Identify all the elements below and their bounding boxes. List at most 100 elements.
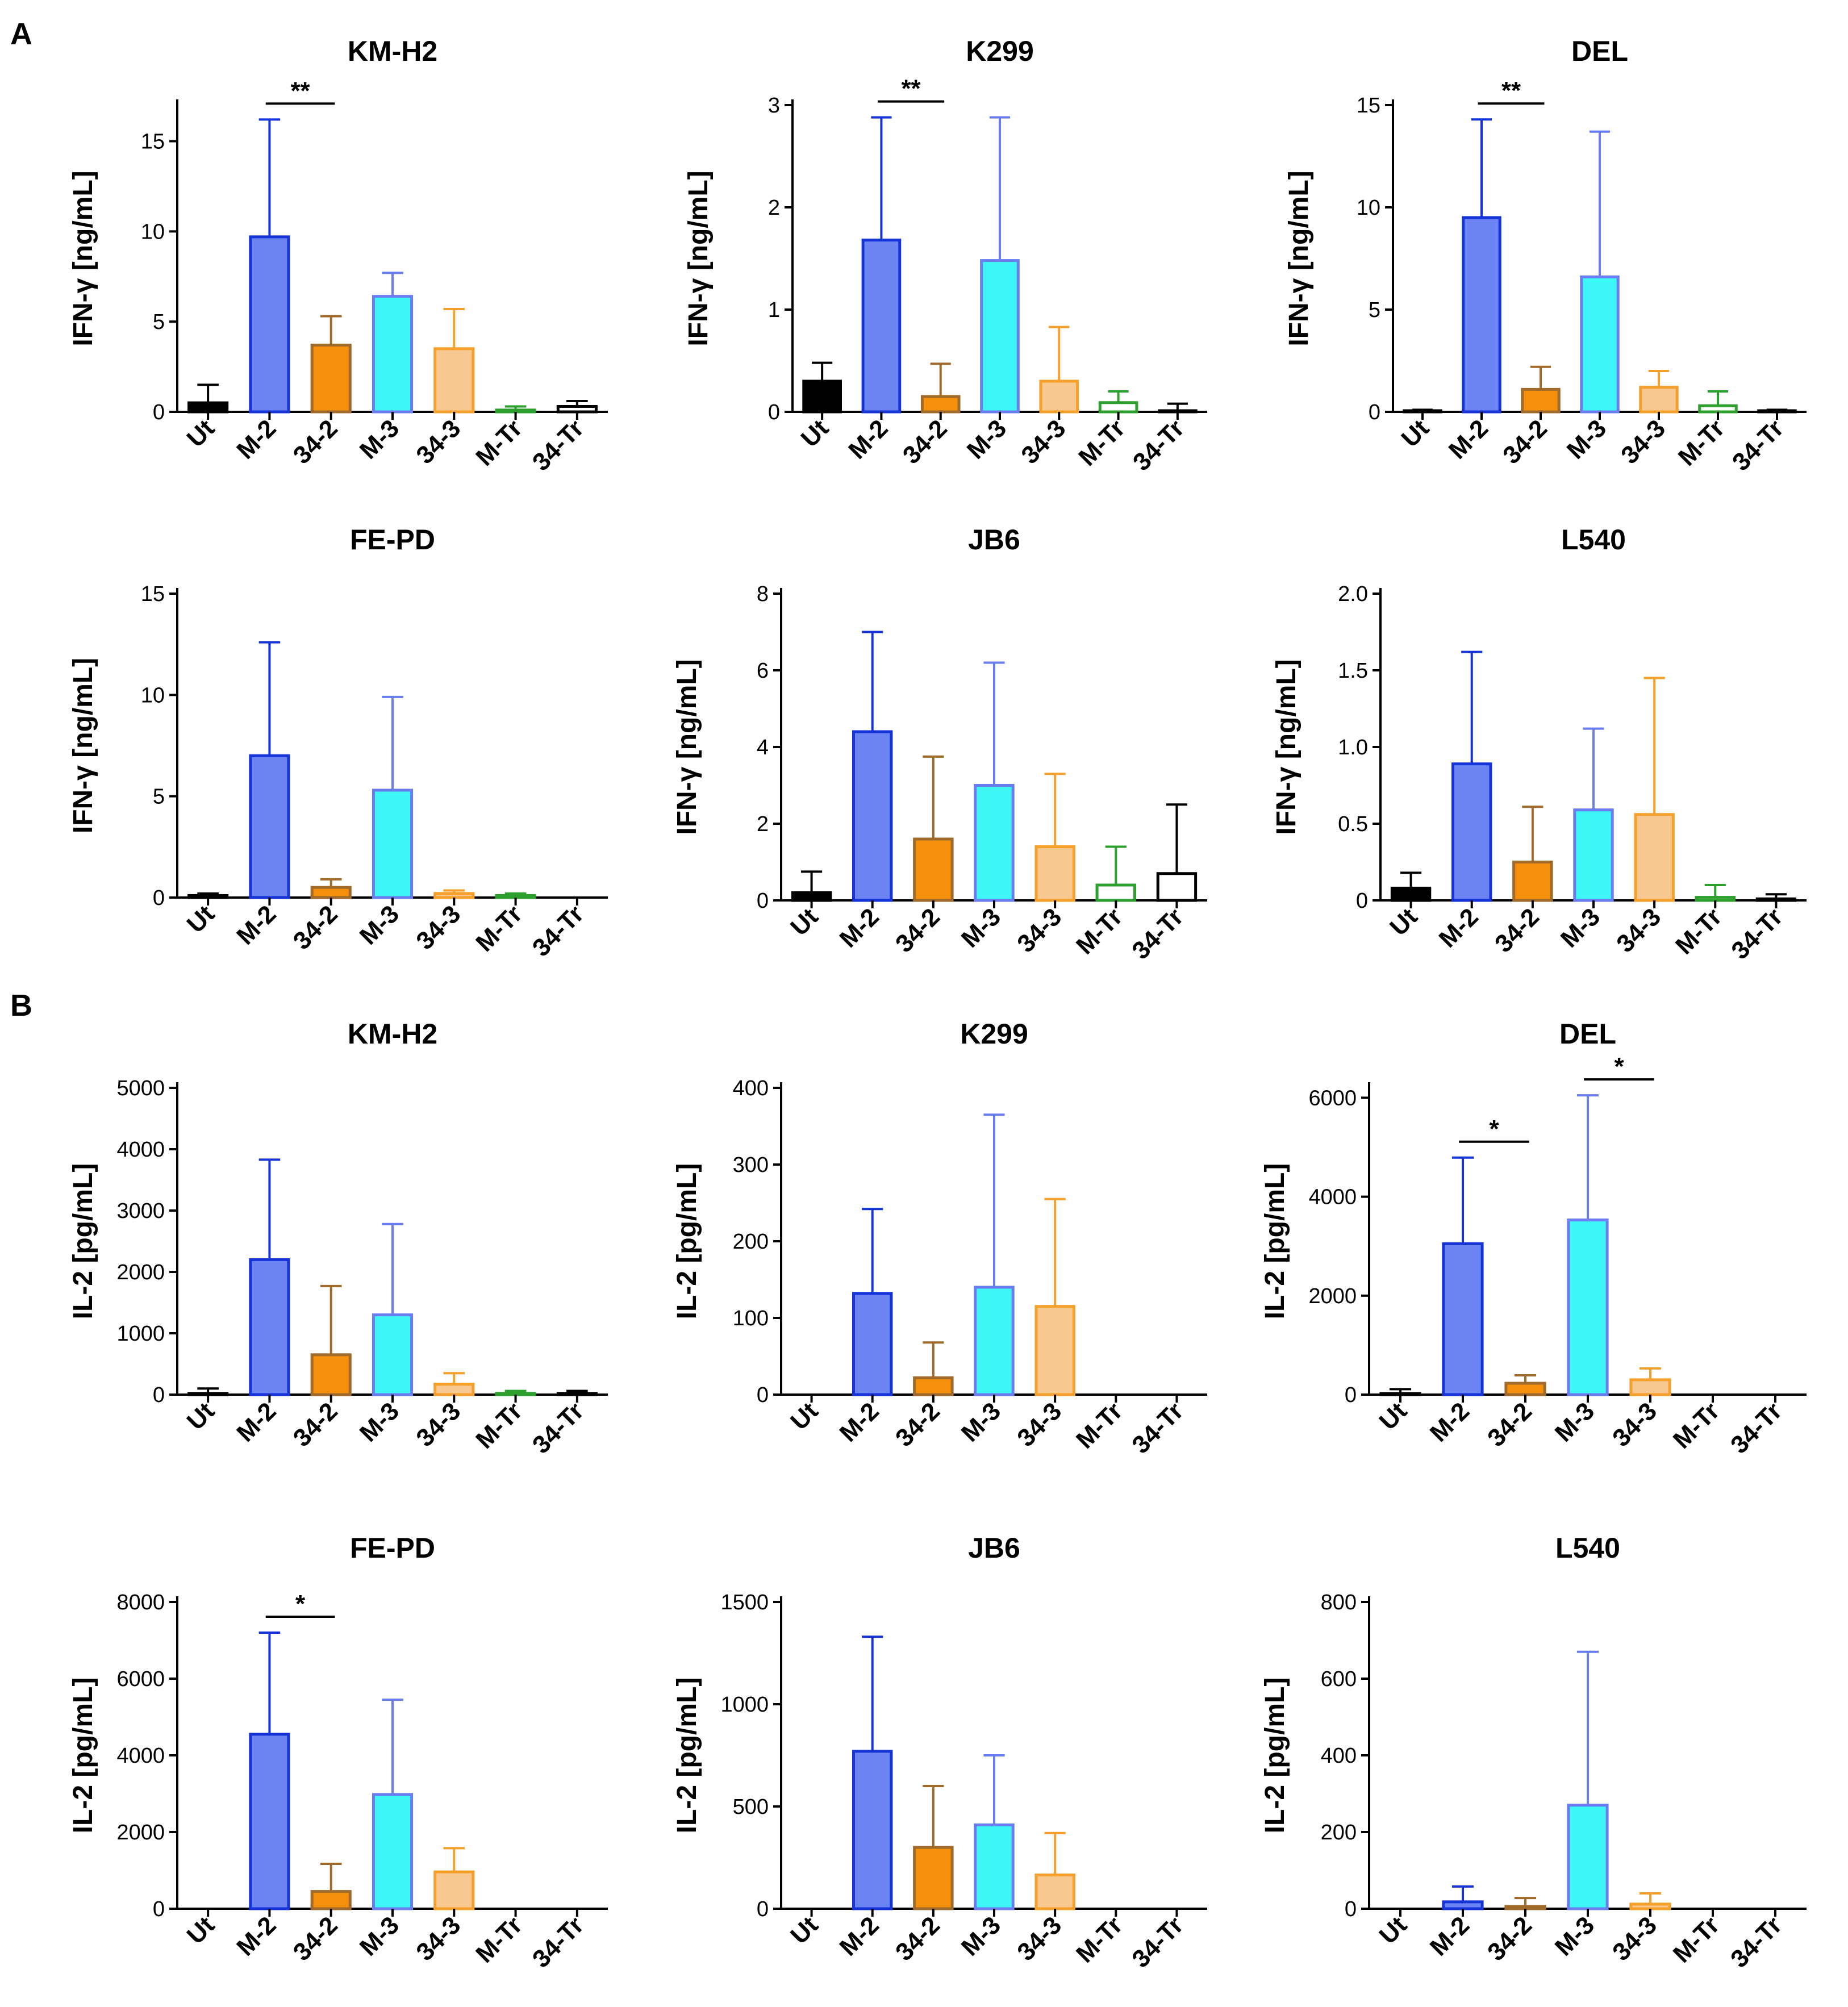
bar-m-3 — [974, 784, 1015, 902]
x-tick-label: M-2 — [231, 414, 281, 464]
y-tick-label: 800 — [1321, 1591, 1357, 1614]
y-tick-label: 4 — [757, 736, 769, 760]
y-tick-label: 15 — [141, 582, 165, 606]
y-tick-label: 1 — [768, 298, 780, 322]
x-tick-label: M-3 — [354, 900, 404, 950]
chart-b-l540: L540 IL-2 [pg/mL] 0 200 400 600 800 Ut M-2 34-2 M-… — [1260, 1532, 1807, 1973]
bar-m-2 — [1442, 1900, 1484, 1910]
bar-ut — [187, 1392, 229, 1396]
bar-m-2 — [249, 1733, 290, 1910]
bar-m-2 — [861, 239, 902, 414]
y-tick-label: 1000 — [720, 1693, 769, 1717]
x-tick-label: M-2 — [1425, 1911, 1475, 1961]
x-tick-label: 34-3 — [1012, 903, 1067, 958]
y-tick-label: 2000 — [116, 1261, 165, 1284]
bar-34-2 — [310, 1353, 352, 1396]
y-tick-label: 6000 — [1308, 1086, 1357, 1110]
x-tick-label: M-Tr — [470, 414, 527, 471]
y-tick-label: 200 — [1321, 1821, 1357, 1845]
x-tick-label: 34-2 — [1482, 1911, 1537, 1966]
bar-m-tr — [1698, 404, 1738, 414]
chart-a-jb6: JB6 IFN-γ [ng/mL] 0 2 4 6 8 Ut M-2 34-2 M-3 34-3 M-T… — [672, 524, 1207, 965]
x-tick-label: M-Tr — [1073, 414, 1130, 471]
y-axis-label: IL-2 [pg/mL] — [1260, 1678, 1290, 1834]
bar-ut — [791, 891, 832, 902]
x-tick-label: M-Tr — [1071, 903, 1128, 959]
bar-m-tr — [1095, 883, 1136, 902]
chart-title: K299 — [960, 1018, 1028, 1050]
x-tick-label: M-2 — [835, 1911, 885, 1961]
y-tick-label: 4000 — [1308, 1186, 1357, 1209]
x-tick-label: 34-3 — [411, 1397, 466, 1452]
bar-m-2 — [1451, 762, 1492, 902]
significance-label: * — [295, 1590, 306, 1618]
panel-label-a: A — [10, 17, 32, 51]
x-tick-label: M-2 — [231, 900, 281, 950]
y-tick-label: 400 — [733, 1076, 769, 1100]
x-tick-label: M-3 — [1555, 903, 1605, 953]
bar-m-3 — [372, 1793, 414, 1910]
bar-m-tr — [1695, 896, 1736, 902]
bar-34-3 — [1629, 1378, 1671, 1396]
y-tick-label: 200 — [733, 1230, 769, 1254]
x-tick-label: M-2 — [1425, 1397, 1475, 1447]
bar-m-2 — [852, 1292, 893, 1396]
y-tick-label: 2 — [768, 196, 780, 220]
y-tick-label: 4000 — [116, 1138, 165, 1162]
x-tick-label: 34-2 — [288, 900, 343, 955]
x-tick-label: 34-2 — [890, 903, 945, 958]
x-tick-label: 34-Tr — [1727, 414, 1789, 476]
y-axis-label: IL-2 [pg/mL] — [672, 1163, 702, 1320]
chart-title: JB6 — [968, 1532, 1020, 1564]
y-tick-label: 0 — [1369, 400, 1380, 424]
bar-m-tr — [495, 894, 536, 899]
bar-34-3 — [433, 1383, 475, 1396]
y-tick-label: 1.5 — [1338, 659, 1368, 683]
chart-title: K299 — [966, 35, 1034, 67]
bar-34-3 — [1634, 813, 1675, 902]
x-tick-label: 34-2 — [898, 414, 953, 469]
x-tick-label: 34-3 — [1616, 414, 1671, 469]
x-tick-label: 34-Tr — [1725, 1911, 1787, 1973]
y-tick-label: 1.0 — [1338, 736, 1368, 760]
y-tick-label: 0 — [1345, 1383, 1357, 1407]
y-tick-label: 2 — [757, 812, 769, 836]
bar-34-2 — [913, 1376, 954, 1396]
x-tick-label: Ut — [182, 414, 220, 453]
chart-title: DEL — [1559, 1018, 1616, 1050]
x-tick-label: M-2 — [835, 903, 885, 953]
chart-a-k299: K299 IFN-γ [ng/mL] 0 1 2 3 Ut M-2 34-2 M-3 34-3 M-T… — [683, 35, 1207, 476]
y-tick-label: 0 — [757, 1897, 769, 1921]
x-tick-label: 34-Tr — [527, 1397, 589, 1459]
y-tick-label: 1000 — [116, 1322, 165, 1346]
y-tick-label: 0 — [757, 889, 769, 913]
x-tick-label: M-Tr — [470, 1911, 527, 1968]
x-tick-label: 34-Tr — [1127, 903, 1188, 965]
chart-b-km-h2: KM-H2 IL-2 [pg/mL] 0 1000 2000 3000 4000 5000 Ut… — [68, 1018, 608, 1459]
x-tick-label: M-2 — [1444, 414, 1494, 464]
x-tick-label: 34-3 — [1012, 1397, 1067, 1452]
bar-m-2 — [1442, 1242, 1484, 1396]
y-tick-label: 0 — [768, 400, 780, 424]
bar-34-2 — [920, 395, 961, 414]
y-axis-label: IFN-γ [ng/mL] — [68, 170, 98, 346]
x-tick-label: 34-Tr — [527, 1911, 589, 1973]
x-tick-label: Ut — [785, 1911, 824, 1950]
bar-ut — [802, 379, 842, 414]
bar-34-2 — [1504, 1905, 1546, 1910]
y-tick-label: 2.0 — [1338, 582, 1368, 606]
y-tick-label: 3000 — [116, 1199, 165, 1223]
x-tick-label: Ut — [1374, 1397, 1413, 1436]
y-tick-label: 0 — [1356, 889, 1368, 913]
x-tick-label: M-3 — [956, 1911, 1006, 1961]
y-tick-label: 5 — [1369, 298, 1380, 322]
significance-label: ** — [1501, 77, 1521, 105]
x-tick-label: 34-2 — [288, 1911, 343, 1966]
x-tick-label: Ut — [182, 900, 220, 938]
y-axis-label: IL-2 [pg/mL] — [1260, 1163, 1290, 1320]
x-tick-label: M-2 — [231, 1911, 281, 1961]
bar-m-3 — [974, 1286, 1015, 1396]
bar-34-3 — [1639, 386, 1679, 414]
